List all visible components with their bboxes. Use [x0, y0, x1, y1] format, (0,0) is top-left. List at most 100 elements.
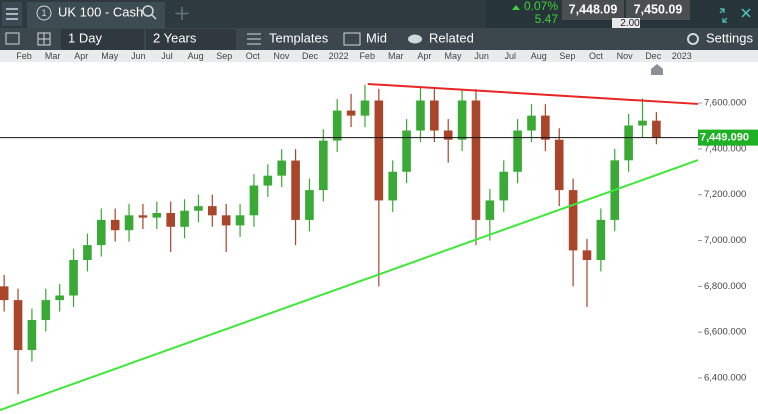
candle-body: [221, 215, 231, 226]
search-icon[interactable]: [142, 5, 154, 17]
month-label: Jul: [504, 51, 516, 61]
candle-body: [360, 100, 370, 116]
range: 2 Years: [153, 30, 197, 45]
candle-body: [471, 100, 481, 220]
y-tick-label: 7,400.000: [704, 143, 746, 154]
candle-body: [513, 130, 522, 172]
templates-button[interactable]: Templates: [269, 30, 329, 45]
month-label: Nov: [617, 51, 634, 61]
candle-body: [180, 210, 189, 227]
range-select[interactable]: [146, 29, 236, 50]
candle-body: [499, 171, 509, 201]
candle-body: [124, 215, 134, 231]
month-label: May: [444, 51, 462, 61]
month-label: Jun: [474, 51, 489, 61]
interval: 1 Day: [68, 30, 102, 45]
candle-body: [263, 175, 273, 186]
panel-icon[interactable]: [5, 32, 20, 45]
candle-body: [374, 100, 384, 201]
month-label: Jul: [161, 51, 173, 61]
buy-price: 7,450.09: [634, 2, 683, 16]
change-percent: 0.07%: [524, 0, 558, 13]
related-button[interactable]: Related: [429, 30, 474, 45]
add-tab[interactable]: [175, 7, 189, 20]
month-label: Oct: [589, 51, 604, 61]
related-icon: [408, 34, 422, 44]
instrument-tab[interactable]: [27, 2, 165, 28]
month-label: Dec: [645, 51, 662, 61]
y-tick-label: 7,200.000: [704, 189, 746, 200]
sell-box[interactable]: [562, 0, 624, 20]
candle-body: [27, 320, 37, 351]
time-axis-bar: [0, 50, 758, 62]
close-icon[interactable]: [741, 8, 751, 18]
month-label: Aug: [188, 51, 204, 61]
month-label: Dec: [302, 51, 319, 61]
candle-body: [332, 110, 342, 141]
tab-number: 1: [41, 8, 46, 18]
candle-body: [235, 215, 245, 226]
month-label: Jun: [131, 51, 146, 61]
month-label: Sep: [559, 51, 575, 61]
candle-body: [527, 115, 536, 131]
candle-body: [638, 120, 647, 126]
month-label: Sep: [216, 51, 232, 61]
layout-grid: [38, 33, 50, 45]
spread: 2.00: [620, 18, 640, 29]
spread-box: [612, 18, 640, 28]
sell-price: 7,448.09: [569, 2, 618, 16]
candle-body: [55, 295, 64, 301]
candle-body: [166, 213, 175, 227]
month-label: Feb: [359, 51, 375, 61]
candle-body: [402, 130, 411, 172]
candle-body: [568, 190, 578, 251]
popout-icon[interactable]: [719, 8, 728, 23]
month-label: Mar: [388, 51, 404, 61]
candle-body: [596, 219, 606, 260]
candle-body: [194, 206, 203, 211]
trendline: [0, 159, 699, 412]
change-points: 5.47: [535, 12, 559, 26]
y-tick-label: 6,600.000: [704, 327, 746, 338]
candle-body: [83, 245, 92, 260]
month-label: Mar: [45, 51, 61, 61]
month-label: Nov: [273, 51, 290, 61]
month-label: 2022: [329, 51, 349, 61]
candle-body: [13, 300, 23, 351]
candle-body: [152, 213, 162, 218]
buy-box[interactable]: [626, 0, 690, 20]
month-label: Apr: [417, 51, 431, 61]
candle-body: [291, 160, 300, 220]
settings-button[interactable]: Settings: [706, 30, 753, 45]
settings-icon: [687, 33, 699, 45]
price-type-button[interactable]: Mid: [366, 30, 387, 45]
candle-body: [624, 125, 633, 161]
candle-body: [69, 260, 78, 296]
y-tick-label: 7,600.000: [704, 98, 746, 109]
interval-select[interactable]: [61, 29, 144, 50]
last-price-label: 7,449.090: [700, 132, 749, 144]
candle-body: [652, 120, 661, 138]
candle-body: [582, 250, 592, 260]
candle-body: [249, 185, 259, 216]
candle-body: [388, 171, 398, 201]
month-label: Apr: [74, 51, 88, 61]
candle-body: [138, 215, 148, 218]
price-axis: [698, 62, 758, 414]
candle-body: [485, 200, 495, 220]
candle-body: [0, 286, 9, 301]
candle-body: [430, 100, 439, 131]
candle-body: [305, 190, 314, 220]
tab-number-ring: [36, 5, 52, 21]
month-label: Aug: [531, 51, 547, 61]
candle-body: [110, 219, 120, 231]
y-tick-label: 6,400.000: [704, 373, 746, 384]
month-label: Feb: [16, 51, 32, 61]
up-arrow: [512, 5, 520, 10]
candle-body: [277, 160, 286, 176]
trendline: [367, 83, 699, 105]
mid-icon: [343, 32, 361, 46]
candle-body: [41, 300, 51, 321]
scroll-to-latest[interactable]: [651, 64, 663, 75]
candle-body: [457, 100, 467, 140]
